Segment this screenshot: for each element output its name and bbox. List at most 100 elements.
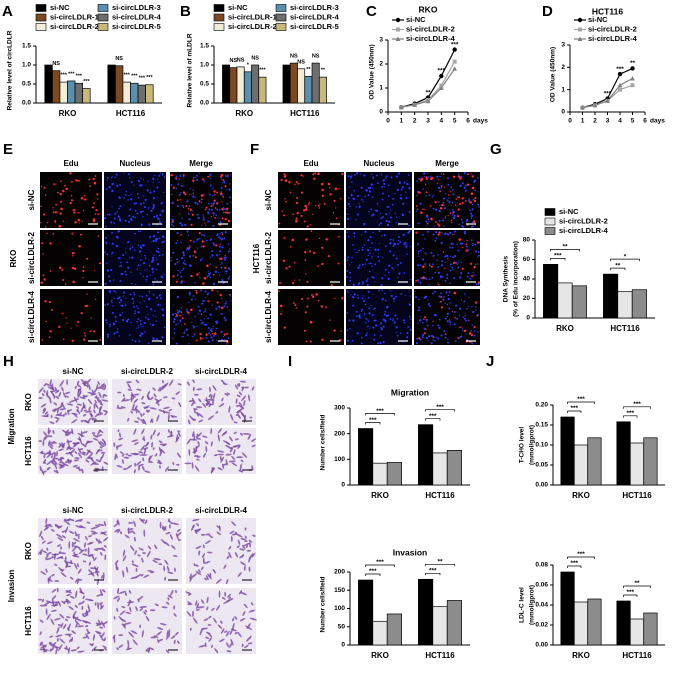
cell [114, 559, 119, 565]
cell [173, 639, 176, 645]
cell [133, 249, 136, 251]
cell [417, 222, 419, 225]
cell [300, 174, 303, 177]
cell [304, 259, 307, 261]
cell [470, 212, 473, 215]
cell [56, 626, 60, 634]
cell [473, 220, 476, 223]
cell [179, 320, 182, 323]
cell [147, 318, 150, 321]
cell [444, 215, 447, 217]
cell [417, 309, 420, 312]
cell [474, 199, 477, 203]
cell [205, 533, 210, 536]
cell [186, 230, 189, 233]
cell [164, 576, 167, 581]
cell [148, 264, 151, 267]
cell [73, 267, 77, 270]
cell [52, 595, 57, 600]
cell [188, 312, 191, 314]
cell [142, 412, 145, 416]
row-label: si-circLDLR-2 [264, 231, 273, 284]
cell [235, 398, 238, 404]
y-axis-label: (mmol/gprot) [529, 425, 536, 465]
bar [573, 444, 589, 486]
bar [282, 64, 291, 104]
cell [197, 412, 204, 418]
cell [85, 449, 91, 456]
cell [97, 235, 100, 238]
cell [140, 412, 143, 418]
cell [191, 401, 195, 407]
cell [176, 463, 180, 466]
cell [71, 251, 75, 255]
y-tick-label: 1 [561, 86, 565, 93]
cell [171, 544, 176, 550]
cell [227, 174, 229, 176]
cell [98, 539, 100, 544]
cell [139, 259, 142, 261]
cell [371, 242, 373, 244]
cell [303, 220, 306, 223]
cell [209, 328, 212, 332]
cell [117, 597, 120, 602]
cell [118, 634, 123, 637]
significance-label: *** [570, 405, 578, 412]
cell [85, 459, 90, 463]
cell [57, 191, 59, 194]
cell [130, 271, 132, 273]
cell [240, 561, 247, 566]
cell [113, 523, 119, 528]
cell [450, 255, 452, 257]
cell [116, 647, 119, 651]
cell [58, 224, 61, 228]
cell [405, 294, 407, 296]
cell [220, 312, 223, 315]
significance-bracket [365, 573, 381, 577]
cell [87, 547, 90, 555]
y-tick-label: 0.0 [22, 100, 31, 107]
cell [46, 613, 51, 621]
cell [449, 323, 451, 325]
cell [45, 517, 48, 525]
cell [452, 193, 455, 196]
cell [206, 631, 211, 635]
cell [84, 542, 86, 548]
x-tick-label: HCT116 [290, 109, 320, 118]
cell [417, 191, 420, 194]
cell [378, 224, 381, 226]
cell [125, 453, 129, 456]
cell [130, 181, 133, 183]
y-tick-label: 1.0 [22, 62, 31, 69]
significance-label: *** [131, 74, 138, 80]
cell [229, 268, 231, 271]
bar [629, 618, 645, 646]
cell [224, 266, 227, 269]
cell [368, 320, 370, 322]
cell [213, 243, 215, 246]
cell [188, 343, 190, 345]
cell [221, 233, 224, 236]
cell [418, 298, 420, 301]
cell [446, 277, 449, 280]
cell [222, 196, 225, 198]
cell [227, 277, 230, 280]
y-tick-label: 40 [523, 276, 531, 283]
cell [461, 267, 464, 270]
cell [56, 405, 63, 410]
cell [104, 282, 107, 285]
cell [321, 188, 324, 192]
cell [240, 459, 244, 463]
significance-bracket [365, 422, 381, 425]
cell [450, 219, 453, 222]
cell [65, 565, 72, 568]
cell [395, 257, 398, 260]
cell [78, 222, 80, 224]
cell [139, 184, 142, 187]
cell [162, 314, 165, 316]
cell [127, 388, 133, 391]
cell [193, 433, 196, 441]
cell [361, 248, 364, 251]
cell [366, 248, 370, 252]
cell [150, 571, 154, 574]
